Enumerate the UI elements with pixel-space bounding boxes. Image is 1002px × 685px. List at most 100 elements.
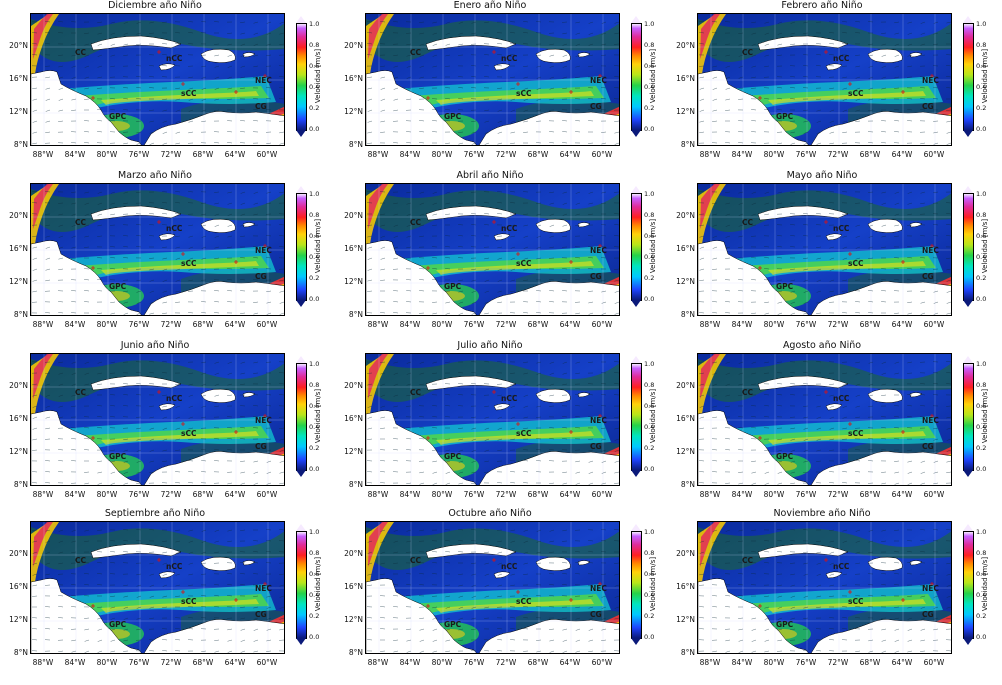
map-panel-11: Octubre año Niño CC nCC sCC NEC GPC CG 20°N 16°N… <box>335 508 665 678</box>
lat-label: 12°N <box>9 277 28 286</box>
colorbar-tick: 0.2 <box>976 444 987 452</box>
current-label-scc: sCC <box>181 89 197 98</box>
lat-label: 16°N <box>344 414 363 423</box>
lon-label: 72°W <box>160 658 182 667</box>
current-label-cc: CC <box>410 218 422 227</box>
lon-label: 80°W <box>96 490 118 499</box>
current-label-cg: CG <box>590 442 602 451</box>
lon-label: 80°W <box>763 658 785 667</box>
lon-label: 60°W <box>923 150 945 159</box>
lat-label: 20°N <box>344 211 363 220</box>
colorbar <box>631 363 642 471</box>
colorbar-tick: 1.0 <box>309 20 320 28</box>
lon-label: 84°W <box>64 490 86 499</box>
lat-label: 20°N <box>9 549 28 558</box>
lon-label: 88°W <box>699 320 721 329</box>
lat-label: 16°N <box>344 582 363 591</box>
lat-label: 8°N <box>13 140 28 149</box>
colorbar-max-arrow <box>963 16 973 23</box>
lon-label: 80°W <box>431 658 453 667</box>
lon-label: 68°W <box>192 320 214 329</box>
colorbar-min-arrow <box>963 130 973 137</box>
current-velocity-map: CC nCC sCC NEC GPC CG <box>365 13 620 146</box>
colorbar-label: Velocidad [m/s] <box>314 388 322 444</box>
panel-title: Abril año Niño <box>456 170 524 181</box>
lon-label: 64°W <box>891 490 913 499</box>
colorbar-tick: 0.8 <box>976 211 987 219</box>
current-label-gpc: GPC <box>109 620 127 629</box>
lat-label: 16°N <box>344 244 363 253</box>
colorbar <box>296 531 307 639</box>
lat-label: 16°N <box>9 74 28 83</box>
colorbar <box>963 193 974 301</box>
current-label-scc: sCC <box>516 259 532 268</box>
current-label-ncc: nCC <box>166 394 183 403</box>
current-velocity-map: CC nCC sCC NEC GPC CG <box>30 13 285 146</box>
lon-label: 64°W <box>224 658 246 667</box>
lon-label: 76°W <box>795 490 817 499</box>
lon-label: 64°W <box>224 320 246 329</box>
colorbar-tick: 0.0 <box>644 295 655 303</box>
current-label-scc: sCC <box>848 597 864 606</box>
lon-label: 80°W <box>431 150 453 159</box>
colorbar-tick: 0.6 <box>976 570 987 578</box>
current-label-gpc: GPC <box>776 452 794 461</box>
lon-label: 88°W <box>367 320 389 329</box>
colorbar-tick: 0.4 <box>976 423 987 431</box>
lat-label: 16°N <box>9 414 28 423</box>
map-panel-5: Abril año Niño CC nCC sCC NEC GPC CG 20°N 16°N 12… <box>335 170 665 340</box>
colorbar <box>963 23 974 131</box>
current-label-nec: NEC <box>590 416 607 425</box>
lon-label: 64°W <box>224 490 246 499</box>
colorbar-label: Velocidad [m/s] <box>981 48 989 104</box>
colorbar-tick: 0.0 <box>309 295 320 303</box>
colorbar-tick: 0.6 <box>976 402 987 410</box>
current-label-cg: CG <box>590 102 602 111</box>
colorbar-tick: 0.8 <box>309 41 320 49</box>
current-label-gpc: GPC <box>109 112 127 121</box>
lon-label: 88°W <box>367 658 389 667</box>
lon-label: 64°W <box>891 320 913 329</box>
colorbar-tick: 0.0 <box>309 125 320 133</box>
lon-label: 88°W <box>699 490 721 499</box>
current-velocity-map: CC nCC sCC NEC GPC CG <box>697 13 952 146</box>
current-label-cg: CG <box>590 610 602 619</box>
colorbar-tick: 0.0 <box>644 465 655 473</box>
colorbar-min-arrow <box>631 470 641 477</box>
colorbar-tick: 0.8 <box>309 549 320 557</box>
lon-label: 76°W <box>795 320 817 329</box>
map-panel-12: Noviembre año Niño CC nCC sCC NEC GPC CG 20°N 16… <box>667 508 997 678</box>
current-label-cg: CG <box>255 272 267 281</box>
lon-label: 64°W <box>224 150 246 159</box>
lat-label: 8°N <box>680 648 695 657</box>
lon-label: 76°W <box>795 150 817 159</box>
lon-label: 84°W <box>731 320 753 329</box>
lon-label: 60°W <box>923 490 945 499</box>
lon-label: 68°W <box>527 658 549 667</box>
current-label-nec: NEC <box>922 416 939 425</box>
colorbar-tick: 1.0 <box>644 360 655 368</box>
current-label-nec: NEC <box>590 584 607 593</box>
colorbar-label: Velocidad [m/s] <box>649 388 657 444</box>
current-label-nec: NEC <box>922 584 939 593</box>
panel-title: Agosto año Niño <box>782 340 862 351</box>
lat-label: 12°N <box>344 447 363 456</box>
colorbar-min-arrow <box>296 300 306 307</box>
lat-label: 20°N <box>9 381 28 390</box>
current-label-ncc: nCC <box>501 562 518 571</box>
current-label-cc: CC <box>75 388 87 397</box>
lon-label: 80°W <box>431 320 453 329</box>
colorbar-tick: 0.4 <box>976 253 987 261</box>
lon-label: 84°W <box>731 150 753 159</box>
colorbar-tick: 0.8 <box>644 549 655 557</box>
current-velocity-map: CC nCC sCC NEC GPC CG <box>365 183 620 316</box>
colorbar <box>296 23 307 131</box>
current-label-gpc: GPC <box>776 282 794 291</box>
lon-label: 80°W <box>431 490 453 499</box>
lon-label: 88°W <box>699 658 721 667</box>
colorbar-label: Velocidad [m/s] <box>314 556 322 612</box>
lat-label: 8°N <box>13 480 28 489</box>
current-label-scc: sCC <box>181 597 197 606</box>
map-panel-2: Enero año Niño CC nCC sCC NEC GPC CG 20°N 16°N 12… <box>335 0 665 170</box>
colorbar-max-arrow <box>631 186 641 193</box>
